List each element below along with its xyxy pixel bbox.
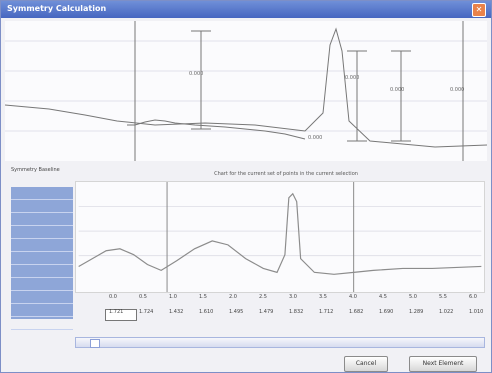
window-title: Symmetry Calculation xyxy=(7,4,107,13)
legend-item xyxy=(11,187,73,200)
value-cell: 1.010 xyxy=(469,309,484,315)
tick-label: 2.5 xyxy=(259,294,267,300)
legend-item xyxy=(11,226,73,239)
value-cell: 1.690 xyxy=(379,309,394,315)
tick-label: 4.0 xyxy=(349,294,357,300)
legend-item xyxy=(11,278,73,291)
tick-label: 0.5 xyxy=(139,294,147,300)
slider-handle[interactable] xyxy=(90,339,100,348)
value-cell: 1.721 xyxy=(109,309,124,315)
legend-item xyxy=(11,304,73,317)
values-row: 1.721 1.724 1.432 1.610 1.495 1.479 1.83… xyxy=(77,309,487,319)
svg-text:0.000: 0.000 xyxy=(390,87,404,93)
value-field[interactable] xyxy=(105,309,137,321)
svg-text:0.000: 0.000 xyxy=(450,87,464,93)
symmetry-baseline-label: Symmetry Baseline xyxy=(11,167,60,173)
legend-item xyxy=(11,291,73,304)
legend-item xyxy=(11,200,73,213)
value-cell: 1.832 xyxy=(289,309,304,315)
value-cell: 1.479 xyxy=(259,309,274,315)
legend-panel xyxy=(11,187,73,330)
legend-item xyxy=(11,213,73,226)
value-cell: 1.289 xyxy=(409,309,424,315)
value-cell: 1.022 xyxy=(439,309,454,315)
value-cell: 1.712 xyxy=(319,309,334,315)
tick-label: 1.5 xyxy=(199,294,207,300)
svg-text:0.000: 0.000 xyxy=(189,71,203,77)
legend-item xyxy=(11,317,73,330)
tick-labels-row: 0.0 0.5 1.0 1.5 2.0 2.5 3.0 3.5 4.0 4.5 … xyxy=(77,294,487,304)
legend-item xyxy=(11,252,73,265)
legend-item xyxy=(11,265,73,278)
legend-item xyxy=(11,239,73,252)
close-button[interactable]: ✕ xyxy=(472,3,486,17)
tick-label: 2.0 xyxy=(229,294,237,300)
cancel-button[interactable]: Cancel xyxy=(344,356,388,372)
bottom-chart-title: Chart for the current set of points in t… xyxy=(214,171,358,177)
value-cell: 1.724 xyxy=(139,309,154,315)
tick-label: 6.0 xyxy=(469,294,477,300)
value-cell: 1.610 xyxy=(199,309,214,315)
tick-label: 5.0 xyxy=(409,294,417,300)
tick-label: 1.0 xyxy=(169,294,177,300)
tick-label: 3.5 xyxy=(319,294,327,300)
svg-text:0.000: 0.000 xyxy=(308,135,322,141)
horizontal-slider[interactable] xyxy=(75,337,485,348)
tick-label: 5.5 xyxy=(439,294,447,300)
title-bar: Symmetry Calculation ✕ xyxy=(1,1,491,18)
value-cell: 1.432 xyxy=(169,309,184,315)
tick-label: 0.0 xyxy=(109,294,117,300)
value-cell: 1.495 xyxy=(229,309,244,315)
tick-label: 4.5 xyxy=(379,294,387,300)
top-chromatogram-plot: 0.000 0.000 0.000 0.000 0.000 xyxy=(5,21,487,161)
tick-label: 3.0 xyxy=(289,294,297,300)
value-cell: 1.682 xyxy=(349,309,364,315)
svg-text:0.000: 0.000 xyxy=(345,75,359,81)
next-element-button[interactable]: Next Element xyxy=(409,356,477,372)
bottom-chromatogram-plot xyxy=(75,181,485,293)
